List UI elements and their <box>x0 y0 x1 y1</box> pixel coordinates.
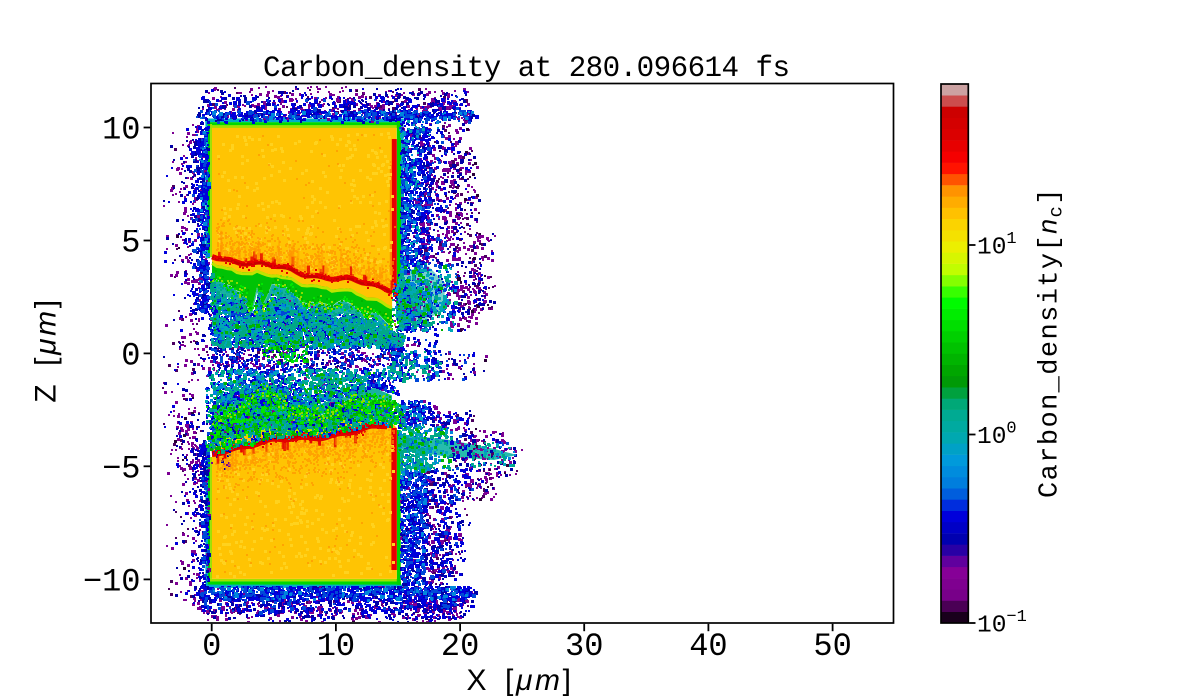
svg-text:100: 100 <box>977 420 1017 452</box>
svg-text:X [μm]: X [μm] <box>466 664 573 697</box>
svg-text:5: 5 <box>121 225 140 262</box>
svg-text:50: 50 <box>813 628 851 665</box>
svg-text:30: 30 <box>565 628 603 665</box>
svg-text:0: 0 <box>121 337 140 374</box>
svg-text:0: 0 <box>202 628 221 665</box>
svg-text:20: 20 <box>441 628 479 665</box>
svg-text:Carbon_density at 280.096614 f: Carbon_density at 280.096614 fs <box>263 52 790 85</box>
svg-text:Carbon_density[nc]: Carbon_density[nc] <box>1033 187 1068 498</box>
svg-text:40: 40 <box>689 628 727 665</box>
svg-text:Z [μm]: Z [μm] <box>30 297 63 402</box>
svg-text:10: 10 <box>317 628 355 665</box>
svg-text:10: 10 <box>102 112 140 149</box>
svg-text:−5: −5 <box>102 450 140 487</box>
svg-text:−10: −10 <box>83 563 141 600</box>
